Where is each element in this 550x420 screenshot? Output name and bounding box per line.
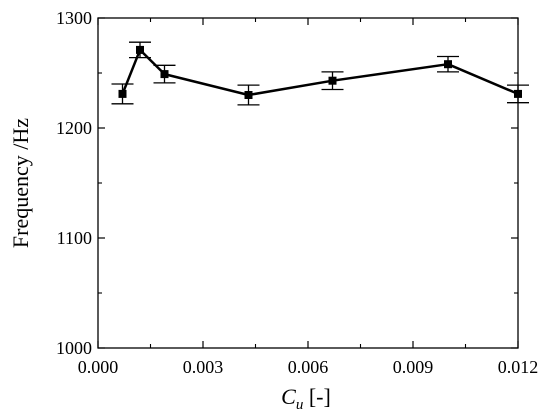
- x-tick-label: 0.000: [78, 357, 119, 377]
- data-point: [444, 60, 452, 69]
- ticks: 0.000 0.003 0.006 0.009 0.012 1000 1100 1200 130…: [56, 8, 538, 377]
- y-tick-label: 1000: [56, 338, 92, 358]
- y-tick-label: 1300: [56, 8, 92, 28]
- x-tick-label: 0.012: [498, 357, 539, 377]
- y-axis-label: Frequency /Hz: [8, 118, 33, 248]
- data-point: [514, 89, 522, 98]
- series-line: [111, 41, 529, 106]
- data-point: [160, 70, 169, 79]
- x-tick-label: 0.006: [288, 357, 329, 377]
- x-axis-label-sub: u: [296, 397, 304, 413]
- y-tick-label: 1100: [57, 228, 92, 248]
- x-tick-label: 0.009: [393, 357, 434, 377]
- x-axis-label-main: C: [281, 384, 296, 409]
- x-tick-label: 0.003: [183, 357, 224, 377]
- data-point: [118, 89, 127, 98]
- x-axis-label: Cu [-]: [281, 384, 331, 413]
- data-point: [328, 76, 337, 85]
- data-point: [136, 45, 144, 54]
- data-point: [244, 91, 253, 99]
- y-tick-label: 1200: [56, 118, 92, 138]
- x-axis-label-unit: [-]: [303, 384, 330, 409]
